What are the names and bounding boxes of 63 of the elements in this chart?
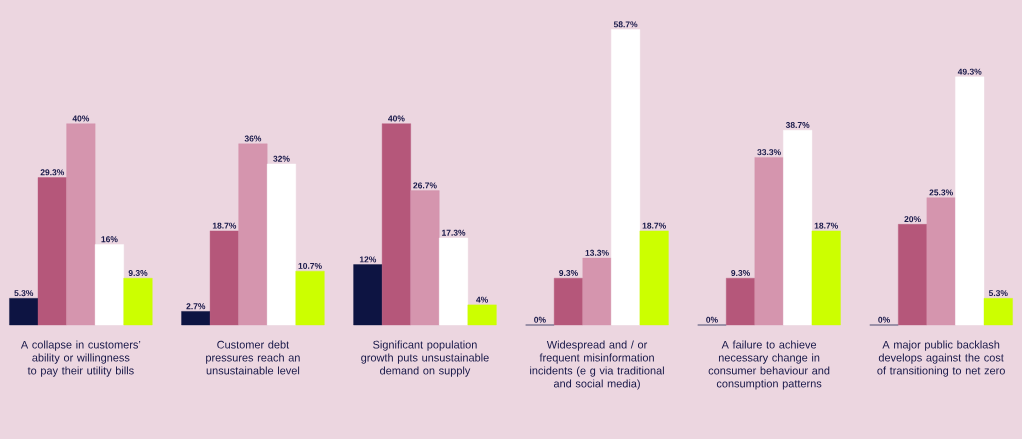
bar	[811, 230, 841, 326]
data-label: 18.7%	[814, 222, 838, 229]
bar	[410, 190, 440, 326]
x-tick-label: Significant population growth puts unsustainable demand on supply	[361, 340, 489, 377]
x-tick-label: Widespread and / or frequent misinformation incidents (e g via traditional and social media)	[530, 340, 664, 390]
bar	[582, 257, 612, 326]
bar	[66, 123, 96, 326]
data-label: 26.7%	[413, 182, 437, 189]
data-label: 0%	[534, 316, 546, 323]
bar	[639, 230, 669, 326]
bar	[754, 157, 784, 326]
x-tick-label: A major public backlash develops against the cost of transitioning to net zero	[877, 340, 1005, 377]
data-label: 4%	[476, 296, 488, 303]
data-label: 38.7%	[785, 122, 810, 129]
data-label: 49.3%	[957, 68, 982, 75]
data-label: 0%	[706, 316, 718, 323]
bar	[181, 311, 211, 326]
bar	[926, 197, 956, 326]
bar	[898, 224, 928, 326]
bar	[94, 244, 124, 326]
data-label: 2.7%	[186, 303, 206, 310]
data-label: 18.7%	[212, 222, 237, 229]
bar	[467, 304, 497, 326]
bar	[267, 163, 296, 326]
data-label: 33.3%	[757, 149, 781, 156]
data-label: 20%	[904, 216, 921, 223]
data-label: 5.3%	[988, 290, 1008, 297]
data-label: 16%	[101, 236, 118, 243]
data-label: 0%	[878, 316, 890, 323]
bar	[783, 130, 813, 326]
data-label: 36%	[244, 135, 262, 142]
bar	[553, 277, 583, 326]
data-label: 32%	[273, 155, 290, 162]
data-label: 25.3%	[929, 189, 953, 196]
data-label: 12%	[359, 256, 377, 263]
bar	[9, 298, 39, 326]
x-tick-label: A failure to achieve necessary change in consumer behaviour and consumption patterns	[708, 340, 830, 390]
data-label: 17.3%	[442, 229, 466, 236]
bar	[37, 177, 67, 326]
bar	[439, 237, 469, 326]
bar	[123, 277, 153, 326]
data-label: 18.7%	[642, 222, 666, 229]
bar	[726, 277, 756, 326]
data-label: 5.3%	[14, 290, 34, 297]
data-label: 13.3%	[585, 249, 609, 256]
bar	[983, 298, 1013, 326]
bar	[381, 123, 411, 326]
bar	[295, 270, 325, 326]
data-label: 9.3%	[128, 270, 148, 276]
data-label: 58.7%	[613, 21, 638, 28]
x-tick-label: Customer debt pressures reach an unsustainable level	[206, 340, 300, 375]
bar	[611, 29, 641, 326]
bar	[955, 76, 985, 326]
bar	[238, 143, 268, 326]
data-label: 10.7%	[298, 262, 322, 269]
data-label: 40%	[388, 115, 405, 122]
x-tick-label: A collapse in customers’ ability or willingness to pay their utility bills	[20, 340, 141, 377]
bar	[209, 230, 239, 326]
data-label: 9.3%	[559, 270, 578, 276]
data-label: 29.3%	[40, 169, 65, 176]
data-label: 9.3%	[731, 270, 750, 276]
data-label: 40%	[72, 115, 90, 122]
bar	[353, 264, 383, 326]
